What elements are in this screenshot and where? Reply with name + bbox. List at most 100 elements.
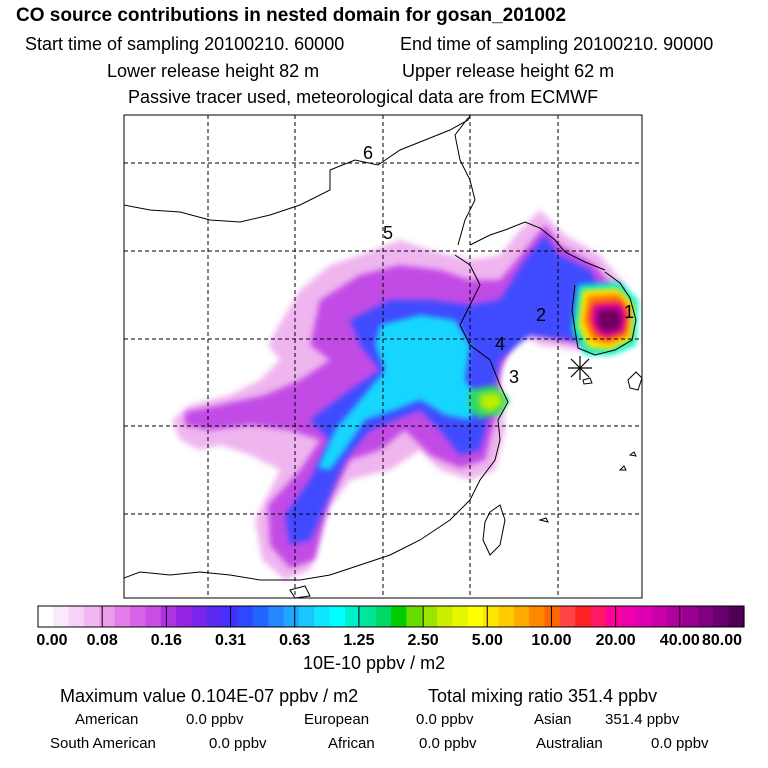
source-value-asian: 351.4 ppbv: [605, 711, 680, 728]
japan-kyushu-line: [627, 371, 642, 391]
source-value-european: 0.0 ppbv: [416, 711, 474, 728]
colorbar-tick-label: 0.16: [150, 632, 182, 649]
colorbar-swatch: [160, 606, 177, 627]
colorbar-swatch: [513, 606, 530, 627]
page-title: CO source contributions in nested domain…: [16, 5, 567, 26]
colorbar-swatch: [206, 606, 223, 627]
colorbar-swatch: [728, 606, 745, 627]
source-name-american: American: [75, 711, 139, 728]
colorbar-swatch: [329, 606, 346, 627]
colorbar-swatch: [84, 606, 100, 627]
hainan-island-line: [289, 585, 311, 598]
source-value-american: 0.0 ppbv: [186, 711, 244, 728]
colorbar-swatch: [38, 606, 54, 627]
colorbar-tick-label: 5.00: [471, 632, 503, 649]
colorbar-swatch: [68, 606, 85, 627]
colorbar-swatch: [130, 606, 147, 627]
colorbar-swatch: [559, 606, 576, 627]
tracer-note-text: Passive tracer used, meteorological data…: [128, 87, 599, 107]
colorbar-swatch: [344, 606, 361, 627]
colorbar-tick-label: 80.00: [701, 632, 743, 649]
end-time-text: End time of sampling 20100210. 90000: [400, 34, 714, 54]
coastlines: [124, 115, 642, 598]
china-coast-line: [124, 254, 509, 581]
colorbar-swatch: [391, 606, 407, 627]
region-label-1: 1: [624, 302, 634, 322]
colorbar-tick-label: 0.63: [279, 632, 311, 649]
colorbar-swatch: [437, 606, 453, 627]
receptor-asterisk-icon: [568, 356, 592, 380]
colorbar-tick-label: 2.50: [407, 632, 439, 649]
colorbar-swatch: [590, 606, 607, 627]
colorbar-swatch: [237, 606, 254, 627]
colorbar-swatch: [667, 606, 684, 627]
colorbar-swatch: [621, 606, 638, 627]
colorbar-swatch: [575, 606, 592, 627]
ryukyu-island-line: [538, 451, 637, 523]
colorbar-swatch: [375, 606, 392, 627]
region-label-3: 3: [509, 367, 519, 387]
source-value-south-american: 0.0 ppbv: [209, 735, 267, 752]
start-time-text: Start time of sampling 20100210. 60000: [25, 34, 345, 54]
concentration-field: [124, 115, 642, 598]
colorbar-tick-label: 40.00: [659, 632, 700, 649]
colorbar: [37, 606, 745, 627]
colorbar-swatch: [421, 606, 438, 627]
colorbar-swatch: [605, 606, 622, 627]
region-label-6: 6: [363, 143, 373, 163]
region-labels: 1 2 3 4 5 6: [363, 143, 634, 387]
lat-lon-grid: [124, 115, 642, 598]
colorbar-swatch: [314, 606, 331, 627]
northern-border-line: [124, 115, 471, 223]
colorbar-swatch: [191, 606, 208, 627]
colorbar-swatch: [651, 606, 668, 627]
korea-coast-line: [571, 271, 637, 356]
source-name-african: African: [328, 735, 375, 752]
colorbar-tick-label: 0.08: [86, 632, 118, 649]
total-mixing-ratio-text: Total mixing ratio 351.4 ppbv: [428, 686, 658, 706]
colorbar-swatch: [697, 606, 714, 627]
colorbar-tick-label: 0.00: [36, 632, 68, 649]
colorbar-swatch: [283, 606, 300, 627]
map-frame: [123, 114, 643, 599]
colorbar-swatch: [53, 606, 70, 627]
colorbar-swatch: [544, 606, 561, 627]
colorbar-swatch: [114, 606, 131, 627]
plume-cyan: [318, 315, 480, 470]
colorbar-swatch: [360, 606, 377, 627]
source-name-south-american: South American: [50, 735, 156, 752]
colorbar-swatch: [713, 606, 730, 627]
colorbar-tick-label: 1.25: [343, 632, 375, 649]
colorbar-unit-label: 10E-10 ppbv / m2: [303, 653, 446, 673]
colorbar-swatch: [268, 606, 285, 627]
region-label-4: 4: [495, 334, 505, 354]
colorbar-swatch: [145, 606, 162, 627]
colorbar-swatch: [682, 606, 699, 627]
colorbar-swatch: [452, 606, 469, 627]
source-name-australian: Australian: [536, 735, 603, 752]
colorbar-swatch: [252, 606, 269, 627]
colorbar-swatch: [176, 606, 193, 627]
source-value-african: 0.0 ppbv: [419, 735, 477, 752]
colorbar-swatch: [467, 606, 484, 627]
maximum-value-text: Maximum value 0.104E-07 ppbv / m2: [60, 686, 359, 706]
colorbar-tick-label: 20.00: [595, 632, 636, 649]
hotspot-core: [597, 309, 622, 332]
region-label-2: 2: [536, 305, 546, 325]
colorbar-swatch: [99, 606, 116, 627]
plume-yellowgreen: [480, 392, 503, 412]
upper-release-height-text: Upper release height 62 m: [402, 61, 615, 81]
colorbar-swatch: [498, 606, 515, 627]
colorbar-swatch: [298, 606, 315, 627]
colorbar-tick-label: 10.00: [531, 632, 572, 649]
northeast-border-line: [454, 117, 476, 246]
colorbar-frame: [37, 605, 745, 628]
jeju-island-line: [582, 377, 593, 385]
lower-release-height-text: Lower release height 82 m: [107, 61, 320, 81]
colorbar-swatch: [483, 606, 500, 627]
colorbar-tick-label: 0.31: [214, 632, 247, 649]
colorbar-swatch: [406, 606, 423, 627]
bohai-coast-line: [469, 221, 606, 271]
taiwan-island-line: [482, 504, 506, 556]
